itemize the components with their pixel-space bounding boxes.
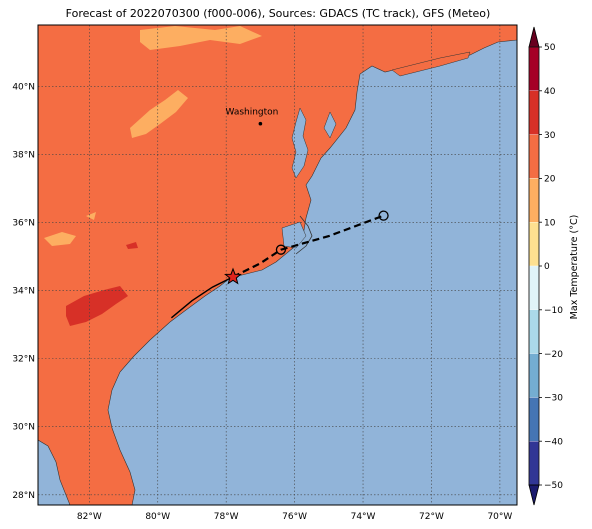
colorbar-extend-min bbox=[528, 484, 540, 506]
track-forecast-line bbox=[232, 214, 384, 278]
map-area[interactable]: Washington bbox=[38, 25, 517, 505]
colorbar-band bbox=[528, 222, 540, 267]
lon-tick-label: 72°W bbox=[419, 512, 444, 522]
city-label: Washington bbox=[226, 108, 279, 118]
colorbar-band bbox=[528, 309, 540, 354]
storm-position-star-icon[interactable] bbox=[224, 267, 242, 285]
pamlico-sound bbox=[281, 221, 307, 249]
cool-patch-small bbox=[86, 212, 96, 220]
axis-labels: 82°W 80°W 78°W 76°W 74°W 72°W 70°W 28°N 30°N 32°N… bbox=[12, 82, 512, 522]
lat-tick-label: 28°N bbox=[12, 491, 35, 501]
cool-patch-appalachian bbox=[130, 90, 188, 138]
colorbar-label: Max Temperature (°C) bbox=[569, 215, 580, 320]
lon-tick-label: 80°W bbox=[145, 512, 170, 522]
colorbar-band bbox=[528, 441, 540, 486]
lat-tick-label: 40°N bbox=[12, 82, 35, 92]
figure-title: Forecast of 2022070300 (f000-006), Sourc… bbox=[66, 7, 491, 20]
delaware-bay bbox=[323, 111, 337, 139]
chesapeake-bay bbox=[291, 107, 309, 179]
lon-tick-label: 82°W bbox=[77, 512, 102, 522]
colorbar-tick-label: −10 bbox=[544, 306, 563, 316]
colorbar-band bbox=[528, 134, 540, 179]
colorbar: 50 40 30 20 10 0 −10 −20 −30 −40 −50 bbox=[528, 26, 563, 506]
colorbar-band bbox=[528, 397, 540, 442]
forecast-point-marker[interactable] bbox=[378, 210, 389, 221]
colorbar-tick-label: 20 bbox=[544, 175, 556, 185]
cool-patch-west bbox=[44, 232, 76, 246]
lat-tick-label: 36°N bbox=[12, 218, 35, 228]
long-island bbox=[391, 51, 471, 77]
hot-patch-small bbox=[126, 242, 138, 249]
lat-tick-label: 30°N bbox=[12, 423, 35, 433]
colorbar-band bbox=[528, 353, 540, 398]
colorbar-band bbox=[528, 90, 540, 135]
colorbar-tick-label: −20 bbox=[544, 350, 563, 360]
colorbar-band bbox=[528, 46, 540, 91]
lon-tick-label: 70°W bbox=[487, 512, 512, 522]
colorbar-tick-label: −30 bbox=[544, 394, 563, 404]
colorbar-extend-max bbox=[528, 26, 540, 48]
lon-tick-label: 74°W bbox=[351, 512, 376, 522]
forecast-point-marker[interactable] bbox=[275, 244, 287, 255]
city-marker[interactable] bbox=[258, 121, 263, 126]
map-frame bbox=[37, 24, 518, 506]
forecast-points bbox=[275, 210, 389, 255]
gridlines bbox=[38, 25, 517, 505]
lon-tick-label: 78°W bbox=[214, 512, 239, 522]
colorbar-tick-label: 40 bbox=[544, 87, 556, 97]
colorbar-band bbox=[528, 178, 540, 223]
gulf-water bbox=[38, 439, 71, 505]
colorbar-tick-label: 50 bbox=[544, 43, 556, 53]
colorbar-tick-label: 30 bbox=[544, 131, 556, 141]
colorbar-tick-label: 0 bbox=[544, 262, 550, 272]
colorbar-tick-label: −50 bbox=[544, 481, 563, 491]
lat-tick-label: 32°N bbox=[12, 355, 35, 365]
hot-patch-south bbox=[66, 286, 128, 326]
lat-tick-label: 34°N bbox=[12, 287, 35, 297]
colorbar-tick-label: −40 bbox=[544, 437, 563, 447]
lat-tick-label: 38°N bbox=[12, 150, 35, 160]
colorbar-tick-label: 10 bbox=[544, 218, 556, 228]
track-observed-line bbox=[170, 276, 234, 319]
lon-tick-label: 76°W bbox=[282, 512, 307, 522]
cool-patch-north bbox=[140, 26, 262, 50]
colorbar-band bbox=[528, 265, 540, 310]
